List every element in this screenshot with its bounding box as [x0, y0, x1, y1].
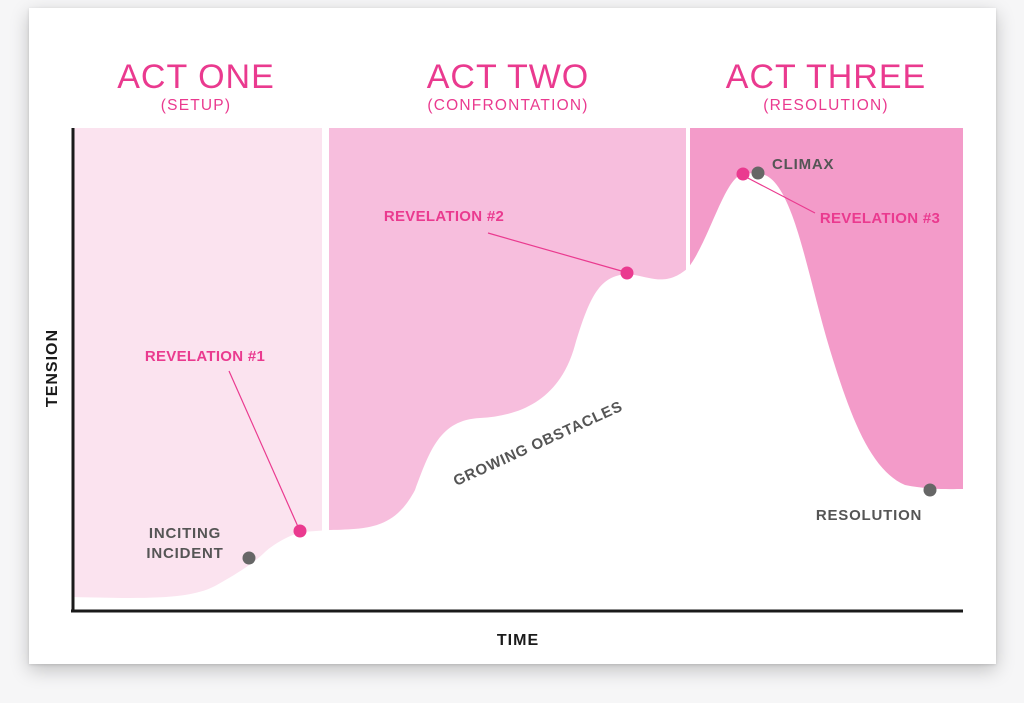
- y-axis-label: TENSION: [44, 329, 61, 407]
- act-two-title: ACT TWO: [427, 58, 590, 96]
- x-axis-label: TIME: [497, 632, 539, 649]
- act-three-title: ACT THREE: [726, 58, 926, 96]
- resolution-marker: [923, 483, 937, 497]
- climax-marker: [751, 166, 765, 180]
- act-one-subtitle: (SETUP): [161, 97, 231, 114]
- three-act-structure-diagram: ACT ONE (SETUP) ACT TWO (CONFRONTATION) …: [44, 58, 963, 649]
- revelation-2-marker: [620, 266, 634, 280]
- inciting-incident-marker: [242, 551, 256, 565]
- revelation-3-marker: [736, 167, 750, 181]
- revelation-1-leader: [228, 370, 300, 530]
- revelation-2-label: REVELATION #2: [384, 208, 504, 225]
- act-one-title: ACT ONE: [117, 58, 275, 96]
- inciting-incident-label-line1: INCITING: [149, 525, 221, 542]
- tension-curve-area: [73, 173, 963, 611]
- revelation-3-label: REVELATION #3: [820, 210, 940, 227]
- act-one-panel: [73, 128, 322, 608]
- resolution-label: RESOLUTION: [816, 507, 922, 524]
- act-three-subtitle: (RESOLUTION): [763, 97, 889, 114]
- climax-label: CLIMAX: [772, 156, 834, 173]
- act-two-subtitle: (CONFRONTATION): [427, 97, 588, 114]
- revelation-2-leader: [487, 232, 626, 273]
- diagram-card: ACT ONE (SETUP) ACT TWO (CONFRONTATION) …: [29, 8, 996, 664]
- revelation-1-label: REVELATION #1: [145, 348, 265, 365]
- inciting-incident-label-line2: INCIDENT: [146, 545, 223, 562]
- revelation-3-leader: [743, 175, 816, 214]
- revelation-1-marker: [293, 524, 307, 538]
